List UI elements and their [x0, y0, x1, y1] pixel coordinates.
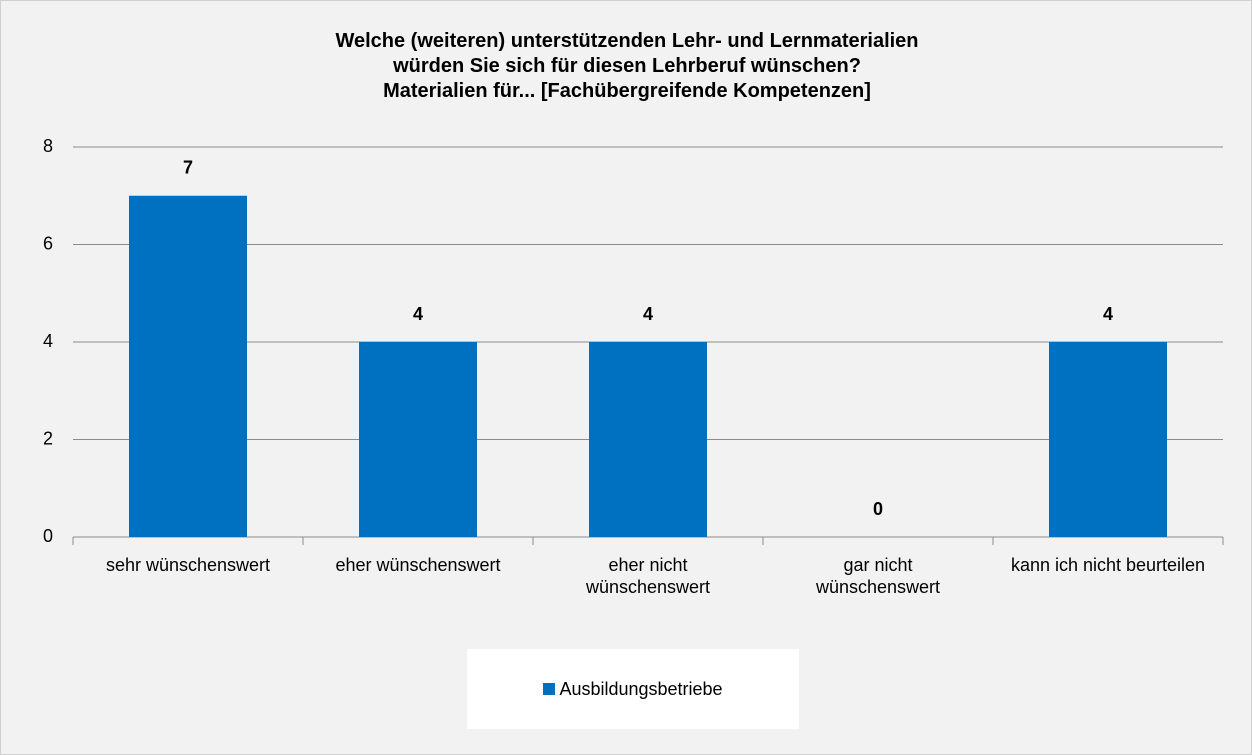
x-tick-label: gar nicht wünschenswert [815, 555, 941, 597]
bar [1049, 342, 1167, 537]
data-label: 0 [873, 499, 883, 519]
x-tick-label: eher wünschenswert [335, 555, 501, 575]
bar [129, 195, 247, 537]
data-label: 7 [183, 158, 193, 178]
bar [359, 342, 477, 537]
legend: Ausbildungsbetriebe [467, 649, 799, 729]
data-label: 4 [643, 304, 653, 324]
x-tick-label: sehr wünschenswert [105, 555, 271, 575]
y-tick-label: 8 [43, 136, 53, 156]
legend-label: Ausbildungsbetriebe [559, 678, 723, 699]
chart-title: Welche (weiteren) unterstützenden Lehr- … [335, 30, 919, 52]
x-tick-label: kann ich nicht beurteilen [1010, 555, 1206, 575]
chart-title: würden Sie sich für diesen Lehrberuf wün… [393, 55, 861, 77]
legend-swatch [543, 683, 556, 695]
y-tick-label: 6 [43, 233, 53, 253]
data-label: 4 [1103, 304, 1113, 324]
chart-title: Materialien für... [Fachübergreifende Ko… [383, 80, 871, 102]
data-label: 4 [413, 304, 423, 324]
y-tick-label: 0 [43, 526, 53, 546]
bar [589, 342, 707, 537]
y-tick-label: 4 [43, 331, 53, 351]
y-tick-label: 2 [43, 428, 53, 448]
x-tick-label: eher nicht wünschenswert [585, 555, 711, 597]
